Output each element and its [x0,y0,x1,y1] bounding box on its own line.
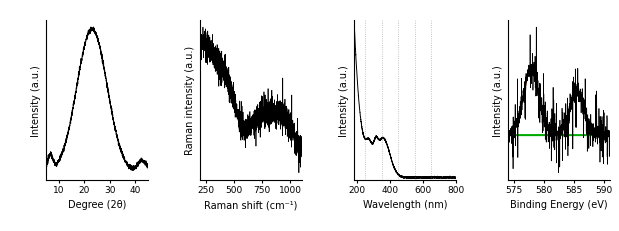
X-axis label: Degree (2θ): Degree (2θ) [68,200,126,210]
X-axis label: Wavelength (nm): Wavelength (nm) [363,200,448,210]
X-axis label: Binding Energy (eV): Binding Energy (eV) [510,200,608,210]
Y-axis label: Intensity (a.u.): Intensity (a.u.) [339,65,349,136]
Y-axis label: Raman intensity (a.u.): Raman intensity (a.u.) [185,46,195,155]
Y-axis label: Intensity (a.u.): Intensity (a.u.) [493,65,503,136]
X-axis label: Raman shift (cm⁻¹): Raman shift (cm⁻¹) [204,200,298,210]
Y-axis label: Intensity (a.u.): Intensity (a.u.) [31,65,41,136]
